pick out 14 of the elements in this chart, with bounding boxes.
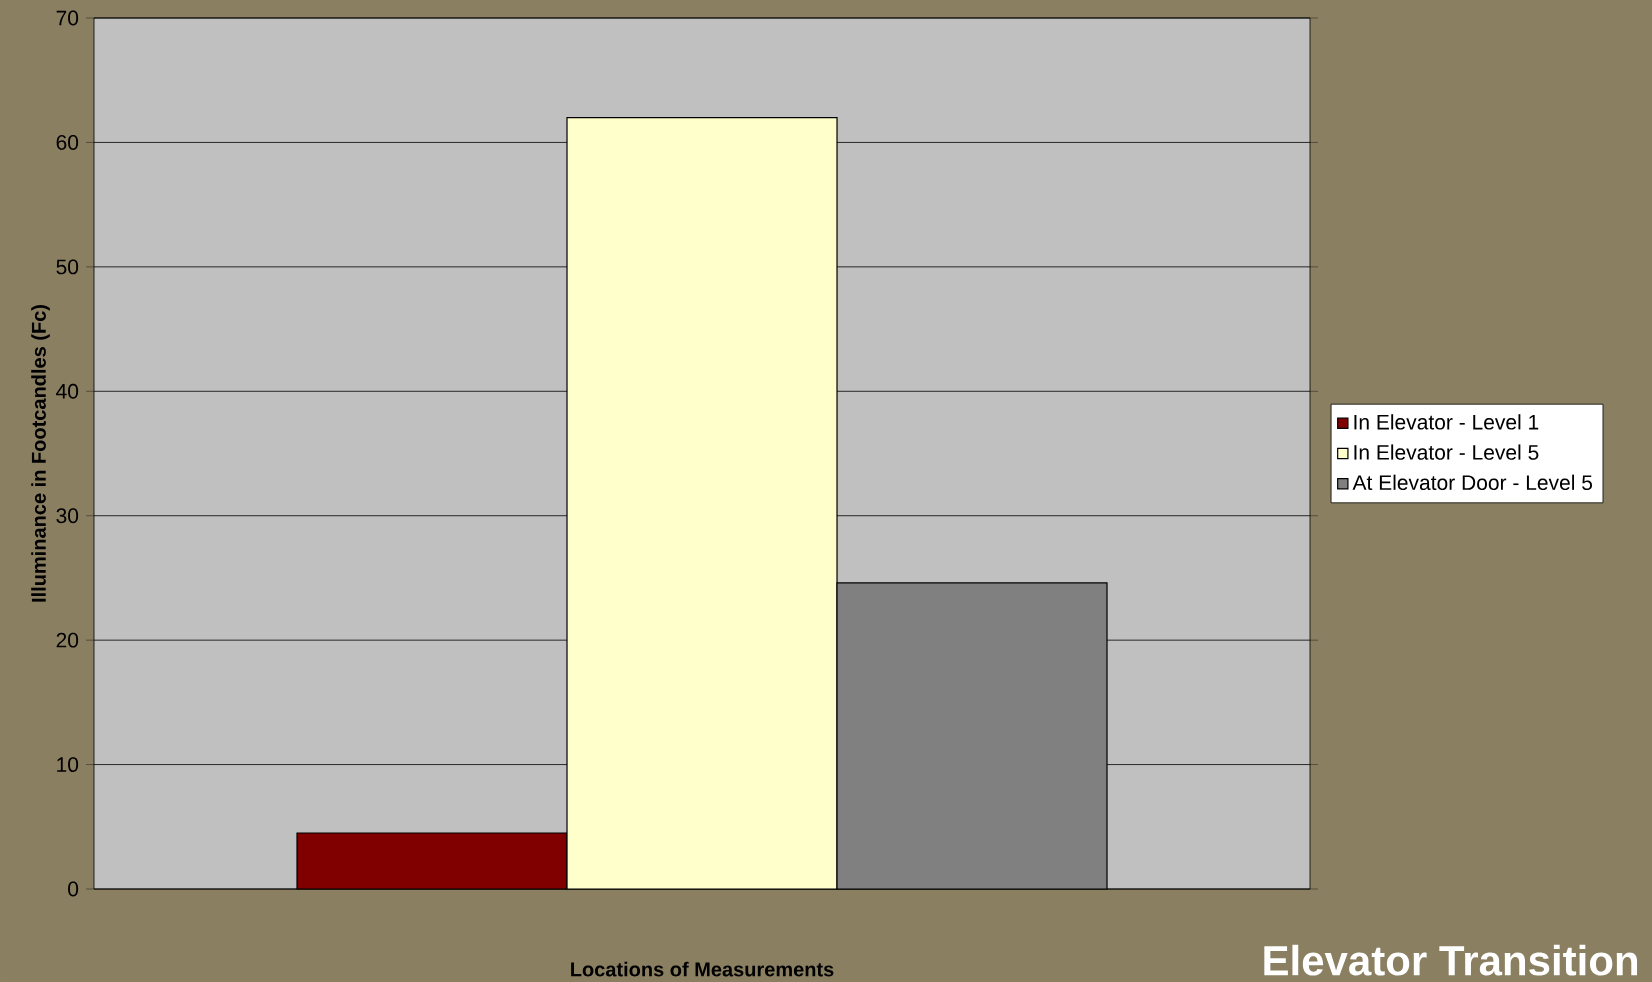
legend-label: At Elevator Door - Level 5	[1352, 474, 1593, 491]
y-tick-label: 20	[56, 632, 79, 648]
y-tick-label: 70	[56, 10, 79, 26]
legend-label: In Elevator - Level 1	[1354, 414, 1539, 430]
y-tick-label: 40	[56, 383, 79, 399]
y-tick-label: 50	[56, 259, 79, 275]
y-axis-title: Illuminance in Footcandles (Fc)	[31, 305, 50, 602]
text: Elevator Transition	[1264, 944, 1638, 976]
y-tick-label: 60	[56, 135, 79, 150]
y-tick-label: 10	[57, 757, 79, 773]
y-tick-label: 30	[56, 508, 79, 524]
x-axis-title: Locations of Measurements	[571, 961, 834, 977]
y-tick-label: 0	[68, 881, 79, 897]
legend-label: In Elevator - Level 5	[1354, 444, 1539, 460]
